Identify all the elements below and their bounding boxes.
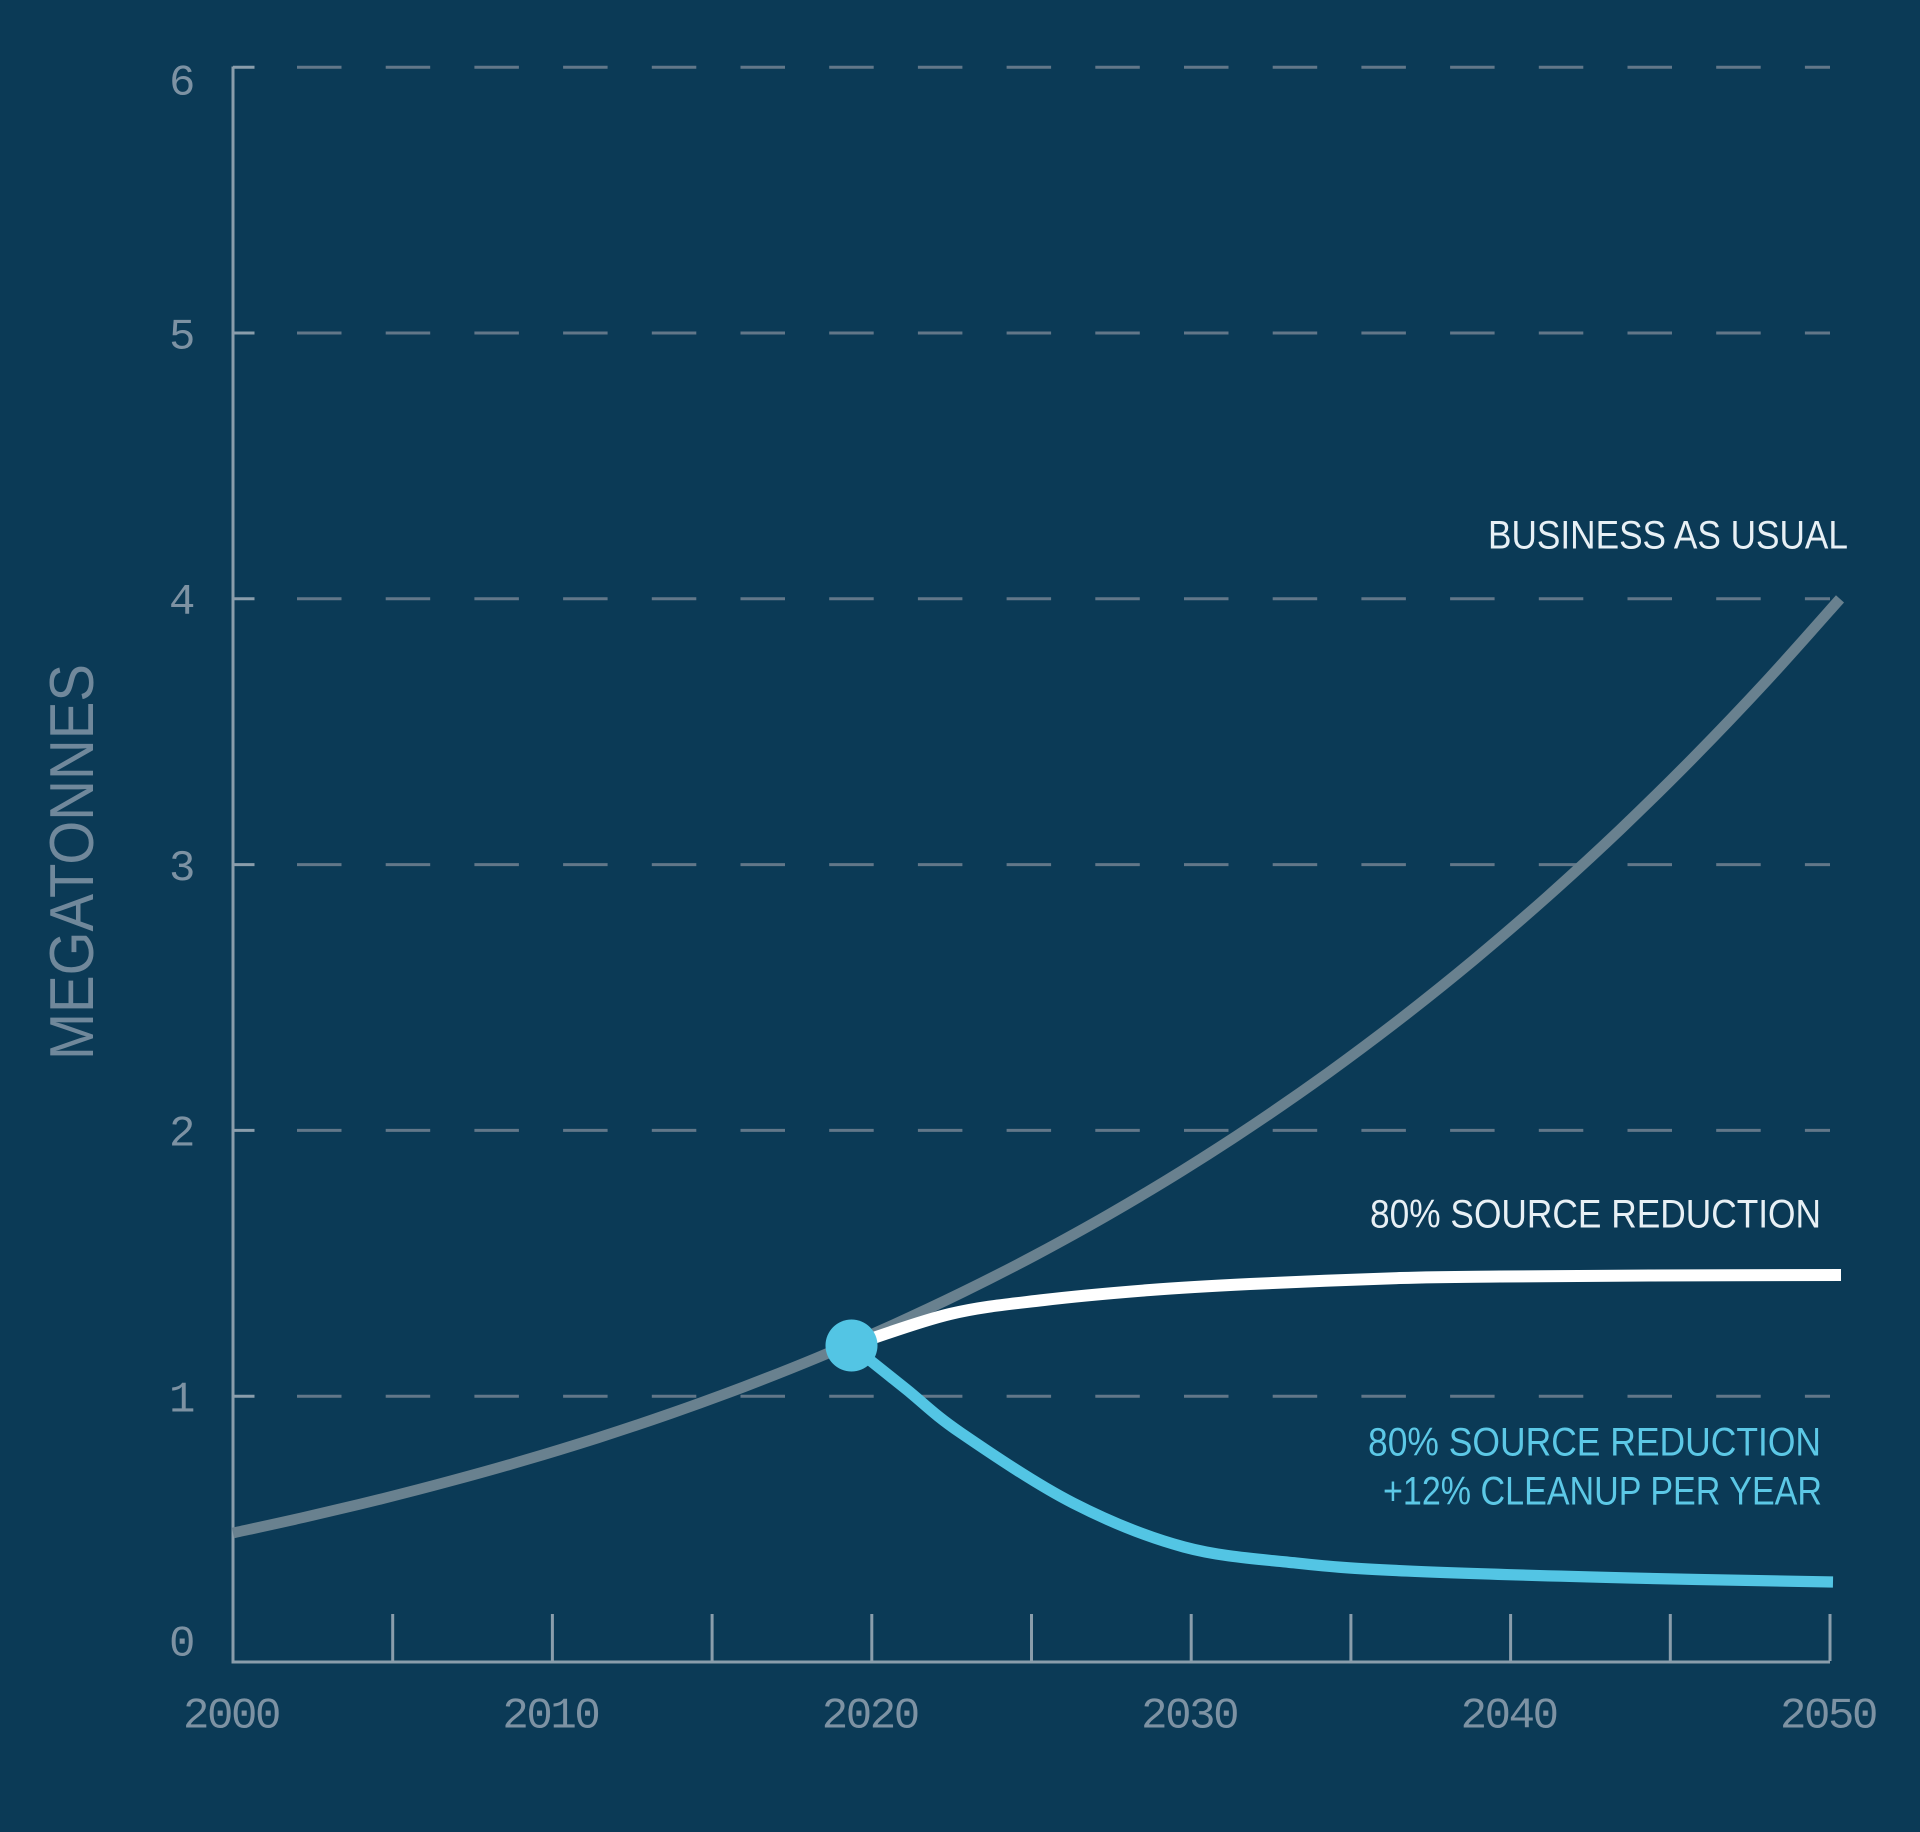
svg-text:2010: 2010 <box>502 1692 598 1742</box>
svg-text:4: 4 <box>169 578 194 628</box>
svg-text:80% SOURCE REDUCTION: 80% SOURCE REDUCTION <box>1370 1193 1821 1237</box>
svg-text:80% SOURCE REDUCTION: 80% SOURCE REDUCTION <box>1368 1421 1821 1465</box>
svg-text:2000: 2000 <box>183 1692 279 1742</box>
svg-text:BUSINESS AS USUAL: BUSINESS AS USUAL <box>1488 514 1848 558</box>
svg-text:+12% CLEANUP PER YEAR: +12% CLEANUP PER YEAR <box>1383 1470 1822 1514</box>
svg-text:2030: 2030 <box>1141 1692 1237 1742</box>
svg-text:3: 3 <box>169 844 193 894</box>
svg-text:2020: 2020 <box>822 1692 918 1742</box>
svg-text:MEGATONNES: MEGATONNES <box>38 664 107 1060</box>
svg-text:2040: 2040 <box>1461 1692 1557 1742</box>
svg-text:5: 5 <box>169 312 193 362</box>
svg-text:6: 6 <box>169 58 193 108</box>
svg-text:1: 1 <box>169 1376 194 1426</box>
svg-text:2: 2 <box>169 1110 193 1160</box>
svg-text:2050: 2050 <box>1780 1692 1876 1742</box>
svg-text:0: 0 <box>169 1619 193 1669</box>
